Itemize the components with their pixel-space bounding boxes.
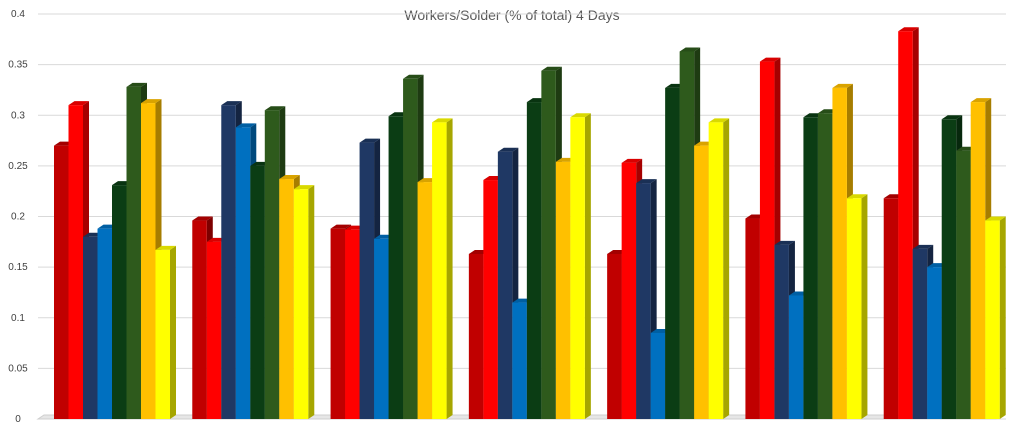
bar-group xyxy=(468,66,591,420)
y-tick-label: 0.15 xyxy=(8,262,28,273)
bar xyxy=(432,118,453,420)
y-tick-label: 0.35 xyxy=(8,60,28,71)
y-tick-label: 0.05 xyxy=(8,363,28,374)
bar-group xyxy=(192,101,315,420)
bar xyxy=(293,185,315,419)
bars xyxy=(54,27,1006,420)
bar xyxy=(570,113,591,420)
bar-group xyxy=(745,57,868,420)
bar-group xyxy=(883,27,1006,420)
bar-group xyxy=(607,47,730,420)
chart-title: Workers/Solder (% of total) 4 Days xyxy=(404,7,619,23)
bar xyxy=(155,245,176,419)
y-tick-label: 0.25 xyxy=(8,161,28,172)
y-tick-label: 0 xyxy=(15,414,21,425)
y-axis-ticks: 0 0.05 0.1 0.15 0.2 0.25 0.3 0.35 0.4 xyxy=(8,9,28,425)
bar-group xyxy=(330,74,453,420)
bar xyxy=(708,118,730,420)
bar xyxy=(985,216,1006,419)
bar-group xyxy=(54,82,176,420)
y-tick-label: 0.1 xyxy=(11,313,25,324)
y-tick-label: 0.4 xyxy=(11,9,25,20)
y-tick-label: 0.2 xyxy=(11,212,25,223)
bar xyxy=(846,194,868,419)
y-tick-label: 0.3 xyxy=(11,110,25,121)
